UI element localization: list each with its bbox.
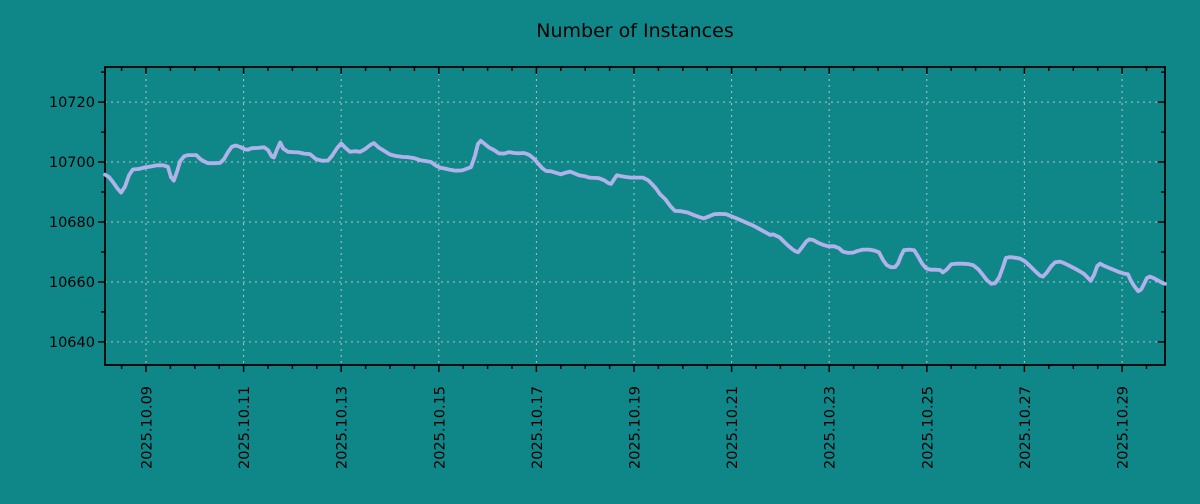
x-tick-label: 2025.10.19 bbox=[628, 386, 644, 469]
x-tick-label: 2025.10.29 bbox=[1116, 386, 1132, 469]
series-instances-line bbox=[103, 138, 1167, 294]
x-tick-label: 2025.10.13 bbox=[335, 386, 351, 469]
x-tick-label: 2025.10.15 bbox=[432, 386, 448, 469]
chart-title: Number of Instances bbox=[536, 20, 733, 42]
x-tick-label: 2025.10.27 bbox=[1018, 386, 1034, 469]
x-tick-label: 2025.10.09 bbox=[140, 386, 156, 469]
y-tick-label: 10660 bbox=[49, 275, 95, 291]
x-tick-label: 2025.10.25 bbox=[920, 386, 936, 469]
y-tick-label: 10700 bbox=[49, 155, 95, 171]
plot-border bbox=[104, 66, 1166, 366]
x-tick-label: 2025.10.23 bbox=[823, 386, 839, 469]
y-tick-label: 10720 bbox=[49, 95, 95, 111]
y-tick-label: 10640 bbox=[49, 335, 95, 351]
x-tick-label: 2025.10.11 bbox=[237, 386, 253, 469]
x-tick-label: 2025.10.21 bbox=[725, 386, 741, 469]
x-tick-label: 2025.10.17 bbox=[530, 386, 546, 469]
y-tick-label: 10680 bbox=[49, 215, 95, 231]
